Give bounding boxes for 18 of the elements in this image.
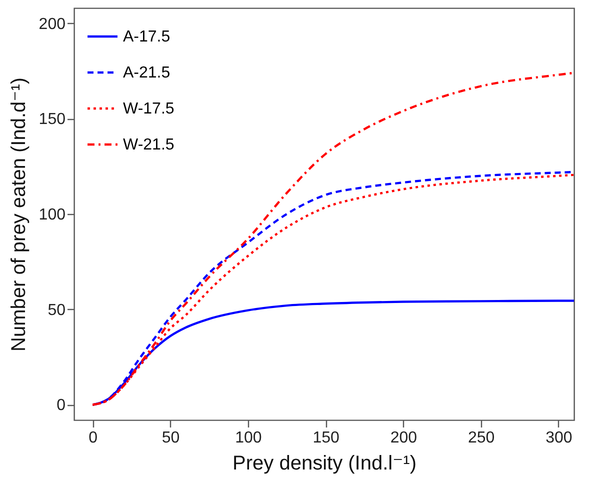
y-tick-label: 100 xyxy=(38,206,66,224)
y-tick-label: 0 xyxy=(56,397,66,414)
x-tick-label: 150 xyxy=(312,430,340,446)
x-tick-label: 50 xyxy=(162,430,180,446)
legend-label: A-21.5 xyxy=(123,64,170,82)
y-tick-label: 150 xyxy=(38,111,66,128)
y-tick-label: 50 xyxy=(48,302,66,319)
y-axis-title: Number of prey eaten (Ind.d⁻¹) xyxy=(8,77,30,352)
x-axis-title: Prey density (Ind.l⁻¹) xyxy=(232,452,416,474)
x-tick-label: 300 xyxy=(546,430,572,446)
x-tick-label: 100 xyxy=(235,430,262,446)
x-tick-label: 250 xyxy=(468,430,495,446)
y-tick-label: 200 xyxy=(38,16,66,33)
legend-label: W-21.5 xyxy=(123,136,174,154)
legend-label: W-17.5 xyxy=(123,100,174,118)
x-tick-label: 200 xyxy=(390,430,418,446)
legend-label: A-17.5 xyxy=(123,28,170,46)
x-tick-label: 0 xyxy=(88,430,98,446)
